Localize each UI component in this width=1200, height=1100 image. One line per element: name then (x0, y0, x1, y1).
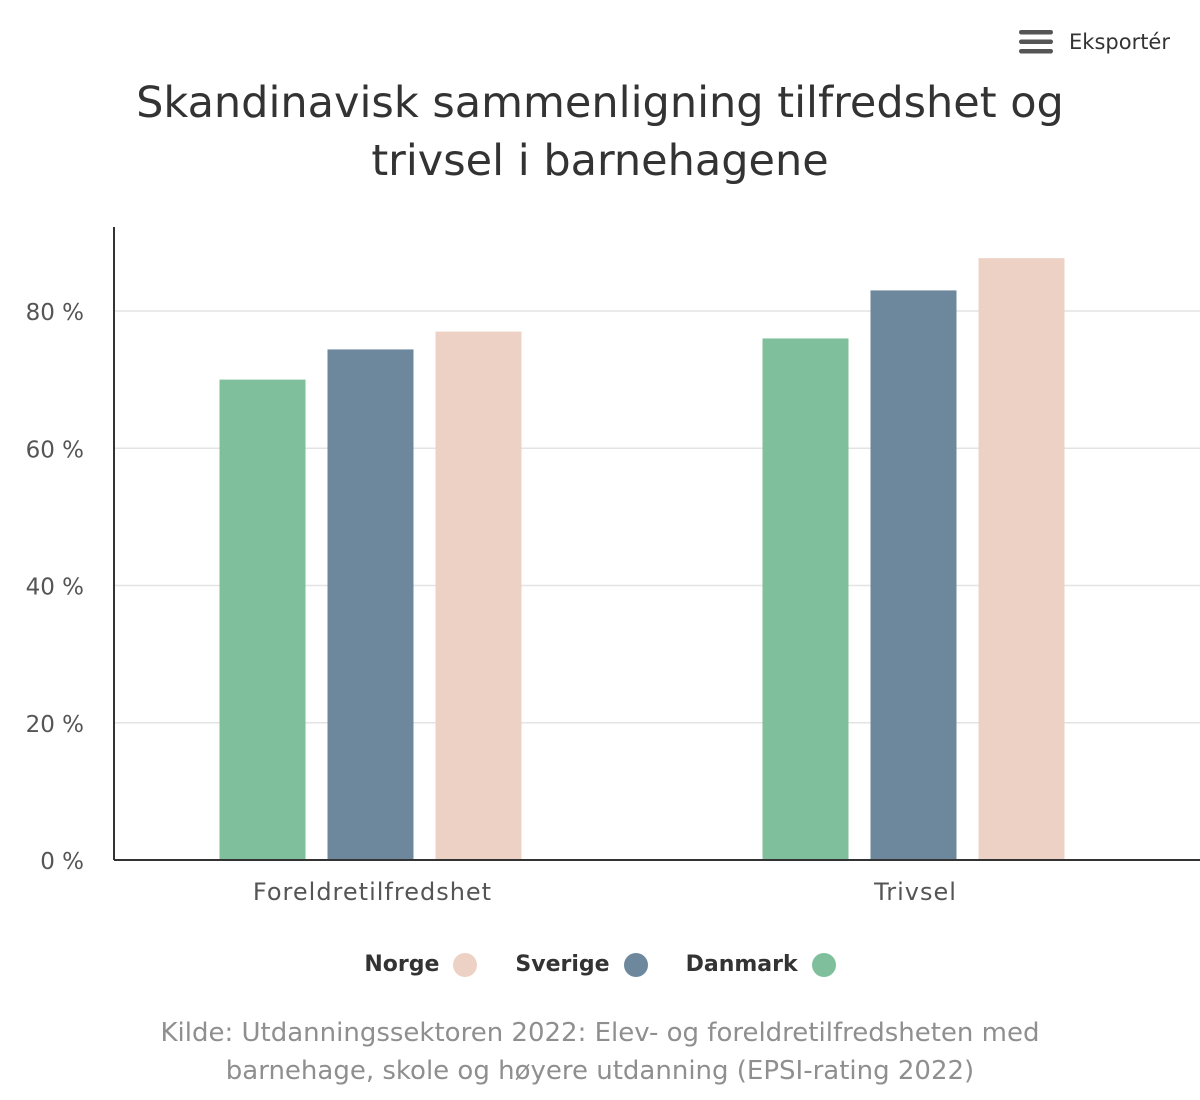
bar (762, 338, 849, 860)
y-tick-label: 0 % (40, 849, 84, 875)
legend-item-norge[interactable]: Norge (364, 952, 478, 977)
legend-label: Norge (364, 952, 440, 977)
legend-dot-icon (623, 952, 648, 977)
chart-title: Skandinavisk sammenligning tilfredshet o… (0, 74, 1200, 190)
legend-dot-icon (811, 952, 836, 977)
menu-icon (1019, 30, 1054, 54)
chart-title-line-2: trivsel i barnehagene (371, 136, 829, 186)
bar (870, 290, 957, 861)
export-button[interactable]: Eksportér (1019, 28, 1170, 56)
source-line-1: Kilde: Utdanningssektoren 2022: Elev- og… (160, 1018, 1040, 1048)
bar (435, 331, 522, 860)
y-tick-label: 40 % (26, 575, 84, 601)
source-credit: Kilde: Utdanningssektoren 2022: Elev- og… (0, 1014, 1200, 1090)
chart-title-line-1: Skandinavisk sammenligning tilfredshet o… (136, 78, 1064, 128)
y-tick-label: 20 % (26, 712, 84, 738)
chart-legend: Norge Sverige Danmark (0, 952, 1200, 977)
y-tick-label: 60 % (26, 437, 84, 463)
x-tick-label: Foreldretilfredshet (253, 878, 492, 906)
legend-item-sverige[interactable]: Sverige (515, 952, 648, 977)
export-label: Eksportér (1069, 30, 1170, 54)
legend-dot-icon (453, 952, 478, 977)
legend-label: Sverige (515, 952, 610, 977)
y-tick-label: 80 % (26, 300, 84, 326)
legend-label: Danmark (685, 952, 798, 977)
bar-chart: 0 % 20 % 40 % 60 % 80 % Foreldretilfredshet Tr… (26, 227, 1200, 906)
x-tick-label: Trivsel (873, 878, 957, 906)
source-line-2: barnehage, skole og høyere utdanning (EP… (225, 1056, 975, 1086)
legend-item-danmark[interactable]: Danmark (686, 952, 836, 977)
bar (219, 379, 306, 860)
bar (327, 349, 414, 860)
bar (978, 258, 1065, 860)
